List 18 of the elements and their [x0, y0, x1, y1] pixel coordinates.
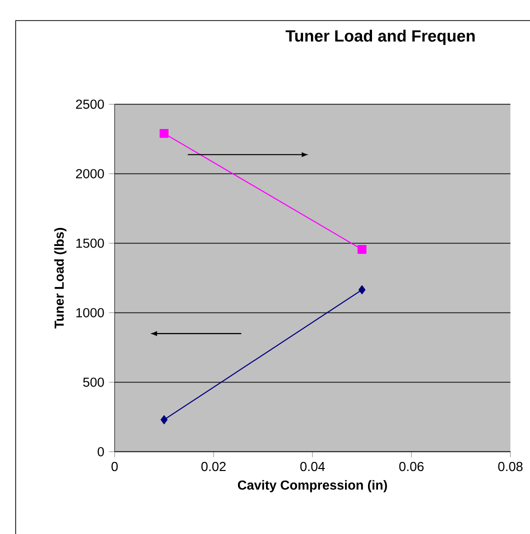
- x-tick-label: 0: [112, 462, 118, 472]
- y-tick-label: 0: [98, 447, 104, 456]
- point: [358, 245, 366, 254]
- point: [358, 285, 366, 294]
- x-tick-label: 0.02: [201, 462, 226, 472]
- chart-title: Tuner Load and Frequen: [286, 30, 475, 45]
- x-tick-label: 0.08: [498, 462, 523, 472]
- x-axis-title: Cavity Compression (in): [238, 480, 387, 492]
- point: [160, 128, 169, 138]
- y-tick-label: 2500: [76, 100, 104, 109]
- y-tick-label: 2000: [76, 169, 104, 178]
- point: [160, 415, 168, 424]
- x-tick-label: 0.04: [300, 462, 325, 472]
- x-tick-label: 0.06: [399, 462, 424, 472]
- y-tick-label: 1000: [76, 308, 104, 318]
- y-tick-label: 500: [83, 378, 104, 387]
- y-tick-label: 1500: [76, 238, 104, 248]
- y-axis-title: Tuner Load (lbs): [54, 228, 66, 328]
